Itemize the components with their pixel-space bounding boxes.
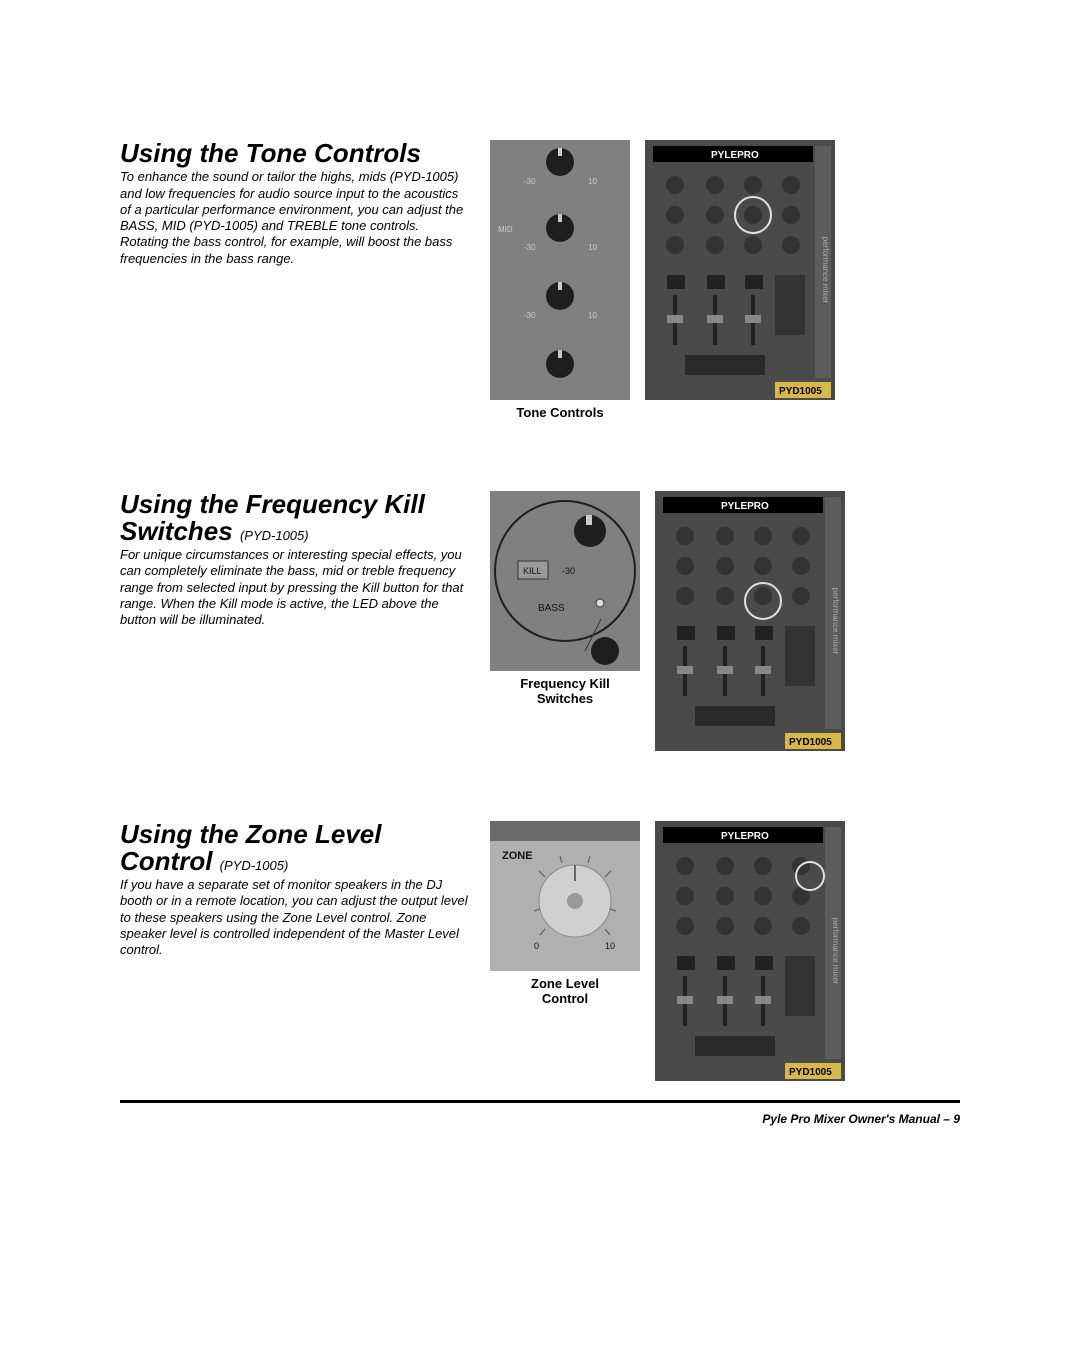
image-column: KILL -30 BASS Frequency KillSwitches PYL… xyxy=(490,491,960,751)
svg-text:PYLEPRO: PYLEPRO xyxy=(721,831,769,842)
kill-switches-figure: KILL -30 BASS xyxy=(490,491,640,671)
text-column: Using the Zone Level Control (PYD-1005) … xyxy=(120,821,490,959)
svg-text:performance mixer: performance mixer xyxy=(831,587,840,654)
kill-label: KILL xyxy=(523,566,542,576)
svg-text:PYD1005: PYD1005 xyxy=(789,1067,832,1078)
detail-kill: KILL -30 BASS Frequency KillSwitches xyxy=(490,491,640,707)
text-column: Using the Tone Controls To enhance the s… xyxy=(120,140,490,267)
svg-text:-30: -30 xyxy=(524,311,536,320)
model-label: PYD1005 xyxy=(779,386,822,397)
mixer-figure-2: PYLEPRO performance mixer PYD1005 xyxy=(655,491,845,751)
svg-text:PYLEPRO: PYLEPRO xyxy=(721,501,769,512)
caption-tone: Tone Controls xyxy=(516,405,603,421)
footer-text: Pyle Pro Mixer Owner's Manual – 9 xyxy=(762,1112,960,1126)
side-label: performance mixer xyxy=(821,237,830,304)
svg-text:PYD1005: PYD1005 xyxy=(789,737,832,748)
text-column: Using the Frequency Kill Switches (PYD-1… xyxy=(120,491,490,629)
bass-label: BASS xyxy=(538,603,565,614)
svg-text:performance mixer: performance mixer xyxy=(831,917,840,984)
caption-zone: Zone LevelControl xyxy=(531,976,599,1007)
section-kill-switches: Using the Frequency Kill Switches (PYD-1… xyxy=(120,491,960,751)
mid-label: MID xyxy=(498,225,513,234)
detail-tone: -30 10 MID -30 10 -30 10 Tone Controls xyxy=(490,140,630,421)
mixer-figure-3: PYLEPRO performance mixer PYD1005 xyxy=(655,821,845,1081)
tone-controls-figure: -30 10 MID -30 10 -30 10 xyxy=(490,140,630,400)
svg-text:-30: -30 xyxy=(524,243,536,252)
heading-tone: Using the Tone Controls xyxy=(120,140,470,167)
svg-text:10: 10 xyxy=(588,243,597,252)
svg-text:10: 10 xyxy=(588,177,597,186)
image-column: ZONE 0 10 Zone LevelControl xyxy=(490,821,960,1081)
zone-label: ZONE xyxy=(502,850,533,862)
mixer-figure-1: PYLEPRO performance mixer xyxy=(645,140,835,400)
body-zone: If you have a separate set of monitor sp… xyxy=(120,877,470,958)
caption-kill: Frequency KillSwitches xyxy=(520,676,610,707)
body-kill: For unique circumstances or interesting … xyxy=(120,547,470,628)
svg-text:10: 10 xyxy=(605,941,615,951)
heading-zone: Using the Zone Level Control (PYD-1005) xyxy=(120,821,470,876)
body-tone: To enhance the sound or tailor the highs… xyxy=(120,169,470,267)
svg-text:0: 0 xyxy=(534,941,539,951)
svg-text:-30: -30 xyxy=(562,566,575,576)
heading-kill: Using the Frequency Kill Switches (PYD-1… xyxy=(120,491,470,546)
zone-control-figure: ZONE 0 10 xyxy=(490,821,640,971)
footer-rule xyxy=(120,1100,960,1103)
brand-label: PYLEPRO xyxy=(711,150,759,161)
section-zone-level: Using the Zone Level Control (PYD-1005) … xyxy=(120,821,960,1081)
svg-text:10: 10 xyxy=(588,311,597,320)
section-tone-controls: Using the Tone Controls To enhance the s… xyxy=(120,140,960,421)
detail-zone: ZONE 0 10 Zone LevelControl xyxy=(490,821,640,1007)
svg-text:-30: -30 xyxy=(524,177,536,186)
image-column: -30 10 MID -30 10 -30 10 Tone Controls xyxy=(490,140,960,421)
